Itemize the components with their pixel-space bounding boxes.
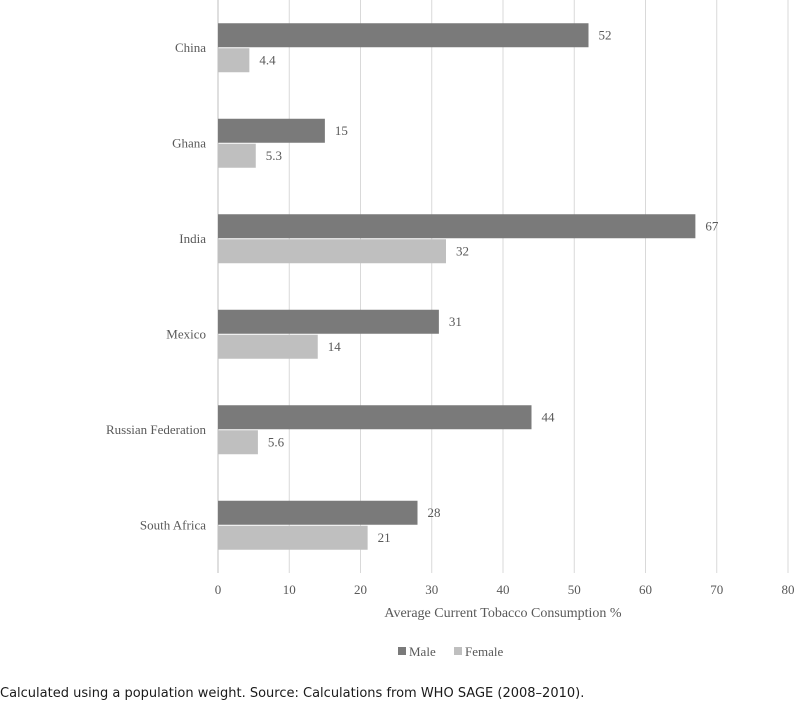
data-label-female: 4.4 <box>259 52 276 67</box>
bar-female <box>218 239 446 264</box>
x-tick-label: 50 <box>568 582 581 597</box>
legend-swatch-female <box>454 647 462 655</box>
data-label-female: 5.3 <box>266 148 282 163</box>
data-label-male: 44 <box>542 409 556 424</box>
bar-male <box>218 214 696 239</box>
legend: Male Female <box>398 644 503 659</box>
data-label-female: 14 <box>328 339 342 354</box>
bar-male <box>218 23 589 48</box>
bar-female <box>218 525 368 550</box>
caption: Calculated using a population weight. So… <box>0 686 585 701</box>
data-label-male: 52 <box>599 27 612 42</box>
x-tick-label: 60 <box>639 582 652 597</box>
gridlines <box>217 0 789 573</box>
bar-male <box>218 405 532 430</box>
x-tick-label: 40 <box>497 582 510 597</box>
legend-label-male: Male <box>409 644 436 659</box>
category-labels: China Ghana India Mexico Russian Federation S… <box>106 40 207 533</box>
x-tick-label: 30 <box>425 582 438 597</box>
legend-swatch-male <box>398 647 406 655</box>
category-label: Mexico <box>166 326 206 341</box>
data-label-female: 5.6 <box>268 434 285 449</box>
x-tick-label: 10 <box>283 582 296 597</box>
x-axis-title: Average Current Tobacco Consumption % <box>384 606 622 621</box>
category-label: South Africa <box>140 517 206 532</box>
bar-female <box>218 334 318 359</box>
legend-label-female: Female <box>465 644 503 659</box>
bar-male <box>218 309 439 334</box>
x-axis-ticks: 0 10 20 30 40 50 60 70 80 <box>215 582 795 597</box>
category-label: China <box>175 40 206 55</box>
category-label: Ghana <box>172 135 206 150</box>
data-label-male: 15 <box>335 123 348 138</box>
data-label-male: 31 <box>449 314 462 329</box>
x-tick-label: 70 <box>710 582 723 597</box>
tobacco-consumption-chart: 52 4.4 15 5.3 67 32 31 14 44 5.6 28 21 China Ghana In… <box>106 0 795 659</box>
data-label-male: 67 <box>705 218 719 233</box>
bar-female <box>218 48 250 73</box>
bars: 52 4.4 15 5.3 67 32 31 14 44 5.6 28 21 <box>218 23 719 550</box>
data-label-female: 21 <box>378 530 391 545</box>
data-label-female: 32 <box>456 243 469 258</box>
bar-female <box>218 430 258 455</box>
bar-female <box>218 143 256 168</box>
category-label: Russian Federation <box>106 422 207 437</box>
x-tick-label: 20 <box>354 582 367 597</box>
x-tick-label: 80 <box>782 582 795 597</box>
bar-male <box>218 500 418 525</box>
x-tick-label: 0 <box>215 582 222 597</box>
category-label: India <box>179 231 206 246</box>
data-label-male: 28 <box>428 505 441 520</box>
bar-male <box>218 118 325 143</box>
